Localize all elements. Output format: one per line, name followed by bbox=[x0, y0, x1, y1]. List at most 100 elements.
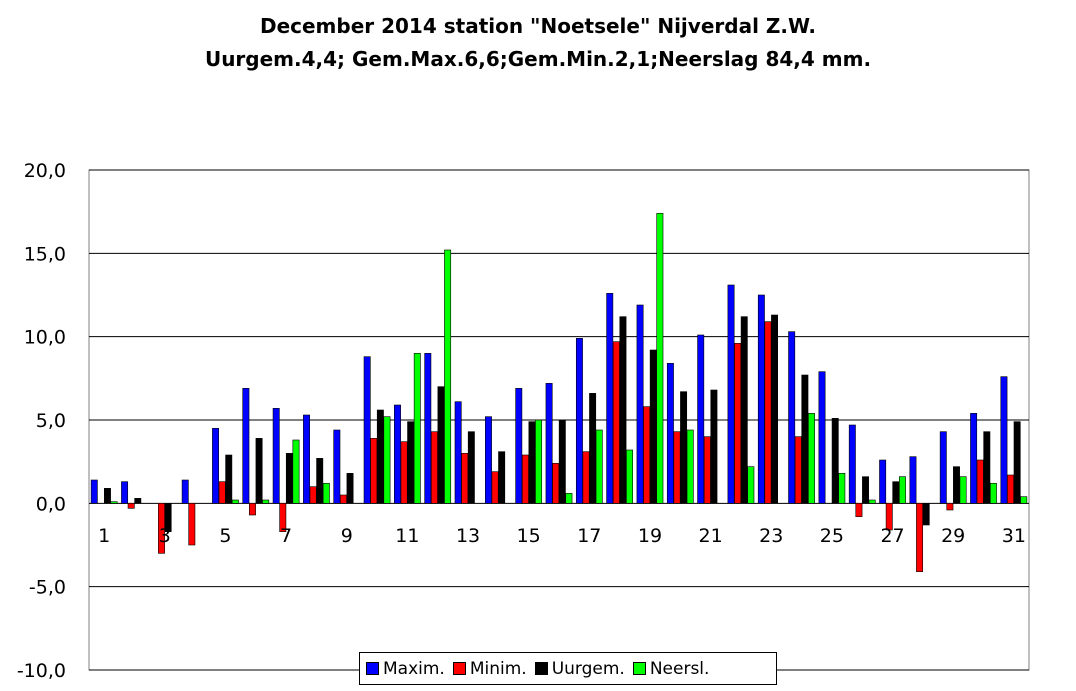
bar-uurgem-19 bbox=[649, 349, 657, 504]
legend-swatch-uurgem bbox=[534, 662, 548, 675]
bar-uurgem-14 bbox=[498, 451, 506, 504]
bar-uurgem-15 bbox=[528, 421, 536, 504]
x-tick-label: 1 bbox=[98, 525, 110, 547]
bar-neersl-6 bbox=[262, 499, 270, 504]
bar-maxim-29 bbox=[939, 431, 947, 504]
bar-neersl-24 bbox=[808, 413, 815, 504]
bar-neersl-1 bbox=[110, 501, 118, 504]
bar-uurgem-28 bbox=[922, 503, 930, 526]
y-tick-label: 15,0 bbox=[24, 243, 66, 265]
bar-neersl-12 bbox=[444, 249, 452, 504]
bar-maxim-27 bbox=[879, 459, 887, 504]
bar-maxim-28 bbox=[909, 456, 917, 504]
bar-minim-22 bbox=[734, 343, 742, 504]
legend: Maxim. Minim. Uurgem. Neersl. bbox=[359, 652, 777, 685]
bar-uurgem-31 bbox=[1013, 421, 1021, 504]
bar-neersl-29 bbox=[959, 476, 967, 504]
bar-neersl-17 bbox=[595, 429, 603, 504]
bar-minim-10 bbox=[370, 438, 378, 504]
bar-neersl-20 bbox=[686, 429, 694, 504]
bar-maxim-22 bbox=[727, 284, 735, 504]
bar-maxim-12 bbox=[424, 353, 432, 504]
bar-uurgem-7 bbox=[285, 453, 293, 504]
bar-maxim-26 bbox=[848, 424, 856, 504]
bar-uurgem-24 bbox=[801, 374, 809, 504]
x-tick-label: 27 bbox=[880, 525, 904, 547]
bar-neersl-7 bbox=[292, 439, 300, 504]
x-tick-label: 3 bbox=[159, 525, 171, 547]
y-tick-label: 0,0 bbox=[36, 493, 66, 515]
bar-maxim-15 bbox=[515, 388, 523, 504]
bar-minim-24 bbox=[794, 436, 802, 504]
bar-minim-16 bbox=[552, 463, 560, 504]
bar-uurgem-13 bbox=[467, 431, 475, 504]
bar-minim-4 bbox=[188, 503, 196, 546]
bar-minim-9 bbox=[339, 494, 347, 504]
bar-uurgem-11 bbox=[407, 421, 415, 504]
bar-uurgem-8 bbox=[316, 458, 324, 504]
bar-minim-27 bbox=[885, 503, 893, 531]
bar-minim-14 bbox=[491, 471, 499, 504]
bar-minim-19 bbox=[643, 406, 651, 504]
bar-minim-29 bbox=[946, 503, 954, 511]
bar-maxim-18 bbox=[606, 293, 614, 504]
bar-uurgem-12 bbox=[437, 386, 445, 504]
bar-neersl-8 bbox=[322, 483, 330, 504]
bar-maxim-4 bbox=[181, 479, 189, 504]
bar-neersl-27 bbox=[898, 476, 906, 504]
bar-neersl-11 bbox=[413, 353, 421, 504]
legend-item-neersl: Neersl. bbox=[632, 659, 709, 679]
legend-swatch-maxim bbox=[366, 662, 379, 675]
bar-uurgem-26 bbox=[862, 476, 869, 504]
bar-maxim-25 bbox=[818, 371, 826, 504]
bar-uurgem-10 bbox=[376, 409, 384, 504]
bar-minim-8 bbox=[309, 486, 317, 504]
bar-uurgem-6 bbox=[255, 438, 263, 504]
bar-minim-28 bbox=[916, 503, 924, 572]
bar-uurgem-25 bbox=[831, 418, 839, 504]
bar-minim-13 bbox=[461, 453, 469, 504]
bar-uurgem-30 bbox=[983, 431, 991, 504]
chart-title-line1: December 2014 station "Noetsele" Nijverd… bbox=[259, 14, 817, 38]
bar-uurgem-2 bbox=[134, 498, 142, 504]
chart-title-line2: Uurgem.4,4; Gem.Max.6,6;Gem.Min.2,1;Neer… bbox=[204, 47, 872, 71]
bars bbox=[90, 213, 1028, 572]
x-tick-label: 29 bbox=[941, 525, 965, 547]
y-tick-label: 10,0 bbox=[24, 327, 66, 349]
bar-maxim-23 bbox=[757, 294, 765, 504]
bar-minim-18 bbox=[612, 341, 620, 504]
bar-maxim-6 bbox=[242, 388, 250, 504]
bar-maxim-31 bbox=[1000, 376, 1008, 504]
legend-swatch-minim bbox=[452, 662, 466, 675]
bar-minim-6 bbox=[249, 503, 256, 516]
x-tick-label: 21 bbox=[699, 525, 723, 547]
x-tick-label: 15 bbox=[517, 525, 541, 547]
bar-neersl-30 bbox=[989, 483, 997, 504]
y-axis: 20,0 15,0 10,0 5,0 0,0 -5,0 -10,0 bbox=[17, 160, 66, 682]
bar-uurgem-1 bbox=[104, 488, 111, 504]
legend-label-maxim: Maxim. bbox=[383, 658, 445, 679]
bar-maxim-5 bbox=[212, 428, 220, 504]
bar-maxim-24 bbox=[788, 331, 796, 504]
bar-minim-11 bbox=[400, 441, 408, 504]
y-tick-label: 5,0 bbox=[36, 410, 66, 432]
bar-neersl-5 bbox=[231, 499, 239, 504]
bar-neersl-18 bbox=[626, 449, 633, 504]
x-tick-label: 25 bbox=[820, 525, 844, 547]
bar-neersl-10 bbox=[383, 416, 391, 504]
bar-maxim-17 bbox=[575, 338, 583, 504]
bar-neersl-25 bbox=[838, 473, 846, 504]
bar-neersl-26 bbox=[868, 499, 876, 504]
bar-maxim-19 bbox=[636, 304, 644, 504]
x-tick-label: 7 bbox=[280, 525, 292, 547]
bar-uurgem-23 bbox=[771, 314, 779, 504]
bar-uurgem-18 bbox=[619, 316, 627, 504]
y-tick-label: -10,0 bbox=[17, 660, 66, 682]
legend-label-minim: Minim. bbox=[469, 658, 527, 679]
y-tick-label: -5,0 bbox=[29, 577, 66, 599]
bar-uurgem-20 bbox=[680, 391, 688, 504]
bar-neersl-31 bbox=[1020, 496, 1028, 504]
x-axis: 1 3 5 7 9 11 13 15 17 19 21 23 25 27 29 31 bbox=[98, 525, 1026, 547]
bar-uurgem-9 bbox=[346, 473, 354, 504]
bar-neersl-15 bbox=[535, 419, 543, 504]
